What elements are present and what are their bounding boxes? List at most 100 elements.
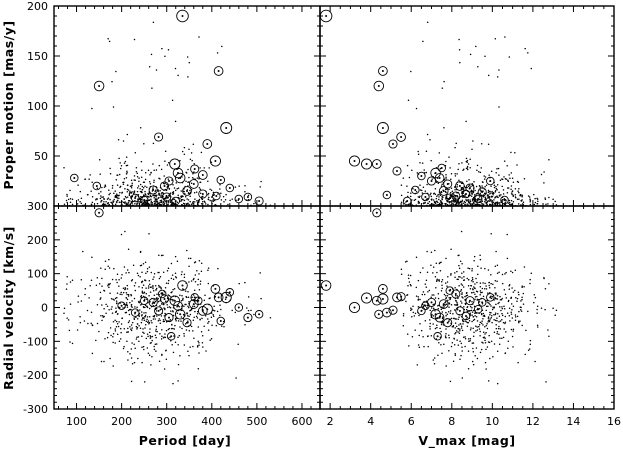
data-point <box>143 181 146 184</box>
data-point <box>192 319 195 321</box>
data-point <box>419 195 421 197</box>
data-point <box>177 380 179 382</box>
data-point <box>424 319 427 322</box>
data-point <box>472 288 474 291</box>
data-point <box>484 361 487 364</box>
data-point <box>471 278 474 281</box>
data-point <box>511 177 514 179</box>
data-point <box>506 165 508 167</box>
highlighted-star-core <box>177 304 179 307</box>
data-point <box>466 325 469 328</box>
data-point <box>460 325 463 328</box>
data-point <box>152 289 155 292</box>
data-point <box>197 200 200 202</box>
data-point <box>95 284 98 286</box>
data-point <box>444 304 447 306</box>
data-point <box>235 377 237 379</box>
data-point <box>208 320 210 323</box>
data-point <box>174 341 177 344</box>
data-point <box>496 76 499 78</box>
data-point <box>199 318 201 321</box>
data-point <box>499 320 502 322</box>
data-point <box>145 320 148 323</box>
data-point <box>125 176 128 179</box>
data-point <box>485 348 487 351</box>
data-point <box>77 301 79 303</box>
data-point <box>410 307 412 309</box>
data-point <box>494 313 497 316</box>
data-point <box>167 328 170 331</box>
data-point <box>400 201 403 204</box>
data-point <box>142 305 145 308</box>
highlighted-star <box>396 292 406 302</box>
data-point <box>130 348 133 350</box>
data-point <box>143 348 145 351</box>
data-point <box>171 99 174 102</box>
data-point <box>71 198 74 200</box>
highlighted-star <box>243 313 253 323</box>
data-point <box>150 286 152 288</box>
data-point <box>146 318 148 321</box>
data-point <box>478 301 481 303</box>
data-point <box>455 304 457 306</box>
highlighted-star <box>371 159 382 169</box>
highlighted-star <box>451 191 461 201</box>
data-point <box>472 315 475 318</box>
highlighted-star <box>154 306 164 316</box>
data-point <box>554 314 556 316</box>
data-point <box>402 313 405 315</box>
data-point <box>489 357 491 360</box>
highlighted-star <box>117 301 126 311</box>
data-point <box>498 69 500 71</box>
data-point <box>224 198 227 201</box>
data-point <box>482 312 485 315</box>
data-point <box>130 293 132 296</box>
data-point <box>142 263 145 265</box>
data-point <box>473 286 475 288</box>
y-tick-label: 100 <box>27 100 48 113</box>
data-point <box>441 317 444 320</box>
data-point <box>173 328 176 330</box>
data-point <box>155 196 157 198</box>
data-point <box>152 287 154 290</box>
data-point <box>450 273 452 275</box>
data-point <box>148 321 151 324</box>
data-point <box>508 199 511 202</box>
data-point <box>472 335 475 337</box>
data-point <box>212 314 214 316</box>
data-point <box>495 323 497 326</box>
highlighted-star-core <box>152 189 155 191</box>
data-point <box>198 36 200 38</box>
data-point <box>183 344 186 346</box>
highlighted-star-core <box>165 196 168 198</box>
data-point <box>135 338 138 340</box>
data-point <box>426 305 429 307</box>
data-point <box>148 307 151 310</box>
data-point <box>127 203 129 206</box>
data-point <box>95 339 97 342</box>
data-point <box>527 310 529 313</box>
data-point <box>147 335 149 338</box>
data-point <box>425 150 428 152</box>
data-point <box>483 315 486 317</box>
data-point <box>91 256 93 258</box>
x-tick-label: 14 <box>566 415 580 428</box>
data-point <box>444 282 447 284</box>
highlighted-star-core <box>353 160 356 162</box>
data-point <box>533 301 535 304</box>
data-point <box>122 287 125 289</box>
data-point <box>183 153 186 155</box>
data-point <box>197 367 200 370</box>
data-point <box>464 337 467 340</box>
data-point <box>474 355 476 357</box>
data-point <box>137 336 140 338</box>
data-point <box>141 313 143 316</box>
data-point <box>193 192 196 194</box>
data-point <box>184 196 187 198</box>
highlighted-star <box>225 288 235 297</box>
data-point <box>133 285 136 287</box>
data-point <box>474 298 476 300</box>
data-point <box>193 162 195 165</box>
data-point <box>536 324 539 327</box>
data-point <box>490 311 492 314</box>
